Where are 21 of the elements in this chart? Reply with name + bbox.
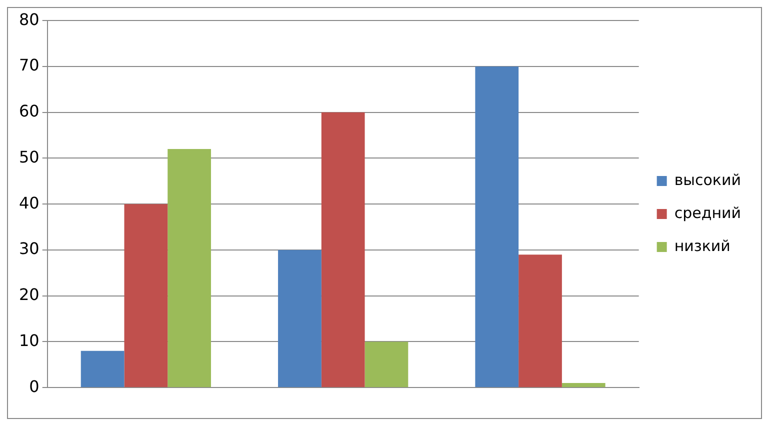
y-tick-label: 20 — [19, 285, 40, 304]
bar — [518, 254, 562, 388]
bar — [168, 149, 211, 388]
y-tick-label: 70 — [19, 56, 40, 75]
y-tick-label: 30 — [19, 239, 40, 258]
bar — [475, 66, 519, 388]
y-tick-label: 40 — [19, 193, 40, 212]
y-tick-label: 60 — [19, 102, 40, 121]
bar — [124, 204, 168, 388]
bar — [562, 383, 606, 388]
bar — [80, 350, 124, 388]
legend-label: высокий — [674, 170, 741, 189]
y-tick-label: 0 — [29, 376, 40, 396]
legend-label: средний — [674, 204, 742, 222]
legend-label: низкий — [674, 236, 730, 255]
y-tick-label: 10 — [19, 330, 40, 350]
bar — [364, 342, 408, 388]
y-tick-label: 80 — [19, 10, 40, 29]
y-tick-label: 50 — [19, 147, 40, 166]
bar — [278, 250, 322, 388]
bar — [321, 112, 365, 388]
